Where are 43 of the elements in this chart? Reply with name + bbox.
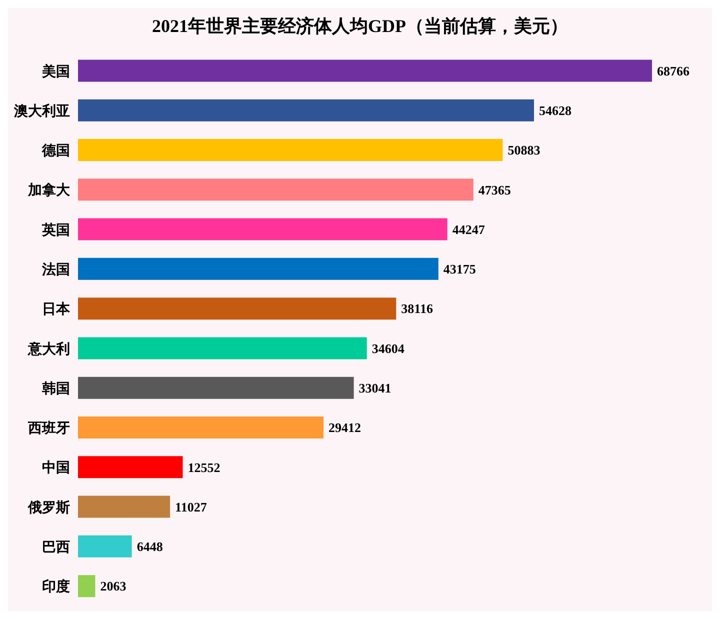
data-label: 54628 — [538, 102, 572, 118]
y-tick-label: 中国 — [42, 460, 70, 476]
bar — [78, 535, 132, 558]
y-tick-label: 法国 — [41, 262, 70, 278]
bar — [78, 575, 96, 598]
bar — [78, 218, 448, 240]
data-label: 47365 — [478, 182, 512, 198]
bar — [78, 139, 503, 162]
bar — [78, 60, 652, 82]
y-tick-label: 韩国 — [41, 380, 70, 397]
y-tick-label: 巴西 — [42, 540, 70, 556]
y-tick-label: 日本 — [42, 302, 71, 318]
data-label: 34604 — [372, 340, 405, 356]
bar — [78, 496, 170, 518]
y-tick-label: 德国 — [41, 143, 70, 160]
bar — [78, 376, 354, 399]
chart-title: 2021年世界主要经济体人均GDP（当前估算，美元） — [151, 15, 569, 38]
y-tick-label: 加拿大 — [27, 182, 71, 199]
y-tick-label: 澳大利亚 — [13, 103, 70, 120]
y-tick-label: 西班牙 — [27, 420, 70, 437]
bar — [78, 178, 474, 201]
y-tick-label: 美国 — [41, 62, 70, 80]
data-label: 44247 — [452, 222, 486, 237]
data-label: 2063 — [100, 578, 127, 594]
y-tick-label: 英国 — [41, 222, 70, 238]
data-label: 68766 — [657, 63, 690, 78]
y-tick-label: 印度 — [42, 578, 70, 596]
data-label: 11027 — [175, 499, 208, 514]
data-label: 33041 — [358, 380, 392, 396]
y-tick-label: 俄罗斯 — [27, 500, 70, 516]
data-label: 50883 — [508, 142, 541, 158]
bar — [78, 416, 324, 439]
data-label: 43175 — [443, 262, 476, 277]
data-label: 38116 — [401, 301, 434, 316]
data-label: 29412 — [328, 420, 362, 436]
y-tick-label: 意大利 — [27, 340, 70, 358]
bar — [78, 99, 534, 122]
bar — [78, 337, 367, 360]
bar — [78, 258, 438, 280]
bar — [78, 298, 396, 320]
data-label: 6448 — [136, 539, 164, 554]
bar — [78, 456, 183, 478]
data-label: 12552 — [188, 460, 220, 475]
